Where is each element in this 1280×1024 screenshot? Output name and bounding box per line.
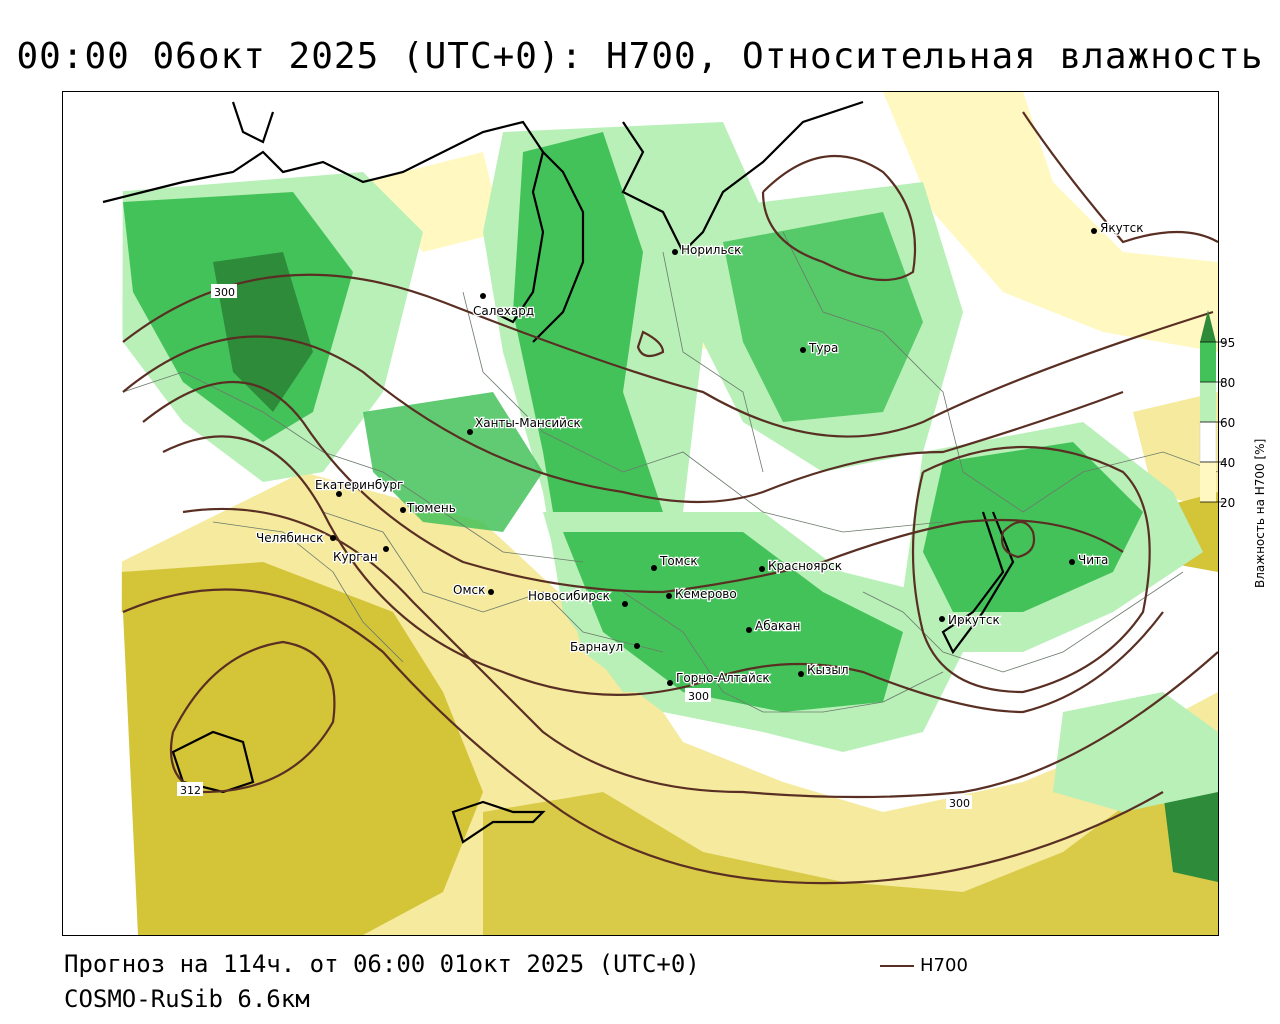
contour-line-swatch [880, 965, 914, 967]
colorbar-tick: 80 [1220, 376, 1235, 390]
svg-text:Ханты-Мансийск: Ханты-Мансийск [475, 416, 581, 430]
svg-text:Якутск: Якутск [1100, 221, 1144, 235]
svg-text:Иркутск: Иркутск [948, 613, 1000, 627]
city-khanty: Ханты-Мансийск [467, 415, 582, 435]
colorbar-band [1200, 342, 1216, 382]
contour-label: 312 [180, 784, 201, 797]
city-barnaul: Барнаул [569, 639, 640, 655]
city-omsk: Омск [452, 582, 494, 598]
colorbar-tick: 40 [1220, 456, 1235, 470]
city-norilsk: Норильск [672, 242, 743, 258]
city-kyzyl: Кызыл [798, 662, 850, 678]
svg-text:Новосибирск: Новосибирск [528, 589, 610, 603]
svg-text:Кызыл: Кызыл [807, 663, 849, 677]
colorbar-top-arrow [1200, 310, 1216, 342]
city-tura: Тура [800, 340, 840, 356]
region-borders [122, 231, 1218, 713]
svg-text:Барнаул: Барнаул [570, 640, 623, 654]
colorbar-tick: 95 [1220, 336, 1235, 350]
cities: Якутск Норильск Салехард Тура Ханты-Манс… [255, 220, 1145, 687]
city-kurgan: Курган [332, 546, 389, 565]
humidity-map[interactable]: 300 300 300 312 Якутск Норильск Салехард… [62, 91, 1219, 936]
city-gorno: Горно-Алтайск [667, 670, 771, 686]
contour-legend-label: H700 [920, 955, 968, 976]
coastlines [102, 100, 1015, 844]
model-name: COSMO-RuSib 6.6км [64, 985, 310, 1013]
svg-text:Тура: Тура [808, 341, 838, 355]
svg-text:Челябинск: Челябинск [256, 531, 323, 545]
svg-text:Горно-Алтайск: Горно-Алтайск [676, 671, 770, 685]
svg-text:Красноярск: Красноярск [768, 559, 842, 573]
svg-text:Чита: Чита [1078, 553, 1108, 567]
svg-text:Томск: Томск [659, 554, 698, 568]
contour-label: 300 [688, 690, 709, 703]
city-novosibirsk: Новосибирск [527, 588, 628, 607]
svg-text:Кемерово: Кемерово [675, 587, 737, 601]
humidity-colorbar: 95 80 60 40 20 Влажность на H700 [%] [1198, 310, 1280, 600]
contour-legend: H700 [880, 955, 968, 976]
city-tomsk: Томск [651, 553, 699, 571]
svg-text:Тюмень: Тюмень [406, 501, 456, 515]
city-abakan: Абакан [746, 618, 802, 634]
h700-contours [122, 111, 1218, 885]
city-salekhard: Салехард [472, 293, 535, 319]
svg-text:Салехард: Салехард [473, 304, 534, 318]
city-chita: Чита [1069, 552, 1110, 568]
city-yakutsk: Якутск [1091, 220, 1145, 236]
colorbar-title: Влажность на H700 [%] [1253, 439, 1267, 588]
city-irkutsk: Иркутск [939, 612, 1001, 628]
svg-text:Екатеринбург: Екатеринбург [315, 478, 403, 492]
svg-text:Абакан: Абакан [755, 619, 800, 633]
colorbar-band [1200, 382, 1216, 422]
colorbar-band [1200, 462, 1216, 502]
map-title: 00:00 06окт 2025 (UTC+0): H700, Относите… [16, 36, 1264, 77]
svg-text:Норильск: Норильск [681, 243, 741, 257]
city-ekaterinburg: Екатеринбург [314, 477, 405, 497]
colorbar-band [1199, 421, 1217, 463]
svg-text:Курган: Курган [333, 550, 378, 564]
contour-label: 300 [949, 797, 970, 810]
moist-regions [113, 122, 1218, 882]
contour-labels: 300 300 300 312 [177, 284, 972, 810]
city-kemerovo: Кемерово [666, 586, 738, 602]
colorbar-tick: 60 [1220, 416, 1235, 430]
city-tyumen: Тюмень [400, 500, 457, 516]
colorbar-bottom-arrow [1200, 502, 1216, 530]
forecast-info: Прогноз на 114ч. от 06:00 01окт 2025 (UT… [64, 950, 700, 978]
city-krasnoyarsk: Красноярск [759, 558, 843, 574]
city-chelyabinsk: Челябинск [255, 530, 336, 546]
colorbar-tick: 20 [1220, 496, 1235, 510]
contour-label: 300 [214, 286, 235, 299]
svg-text:Омск: Омск [453, 583, 485, 597]
